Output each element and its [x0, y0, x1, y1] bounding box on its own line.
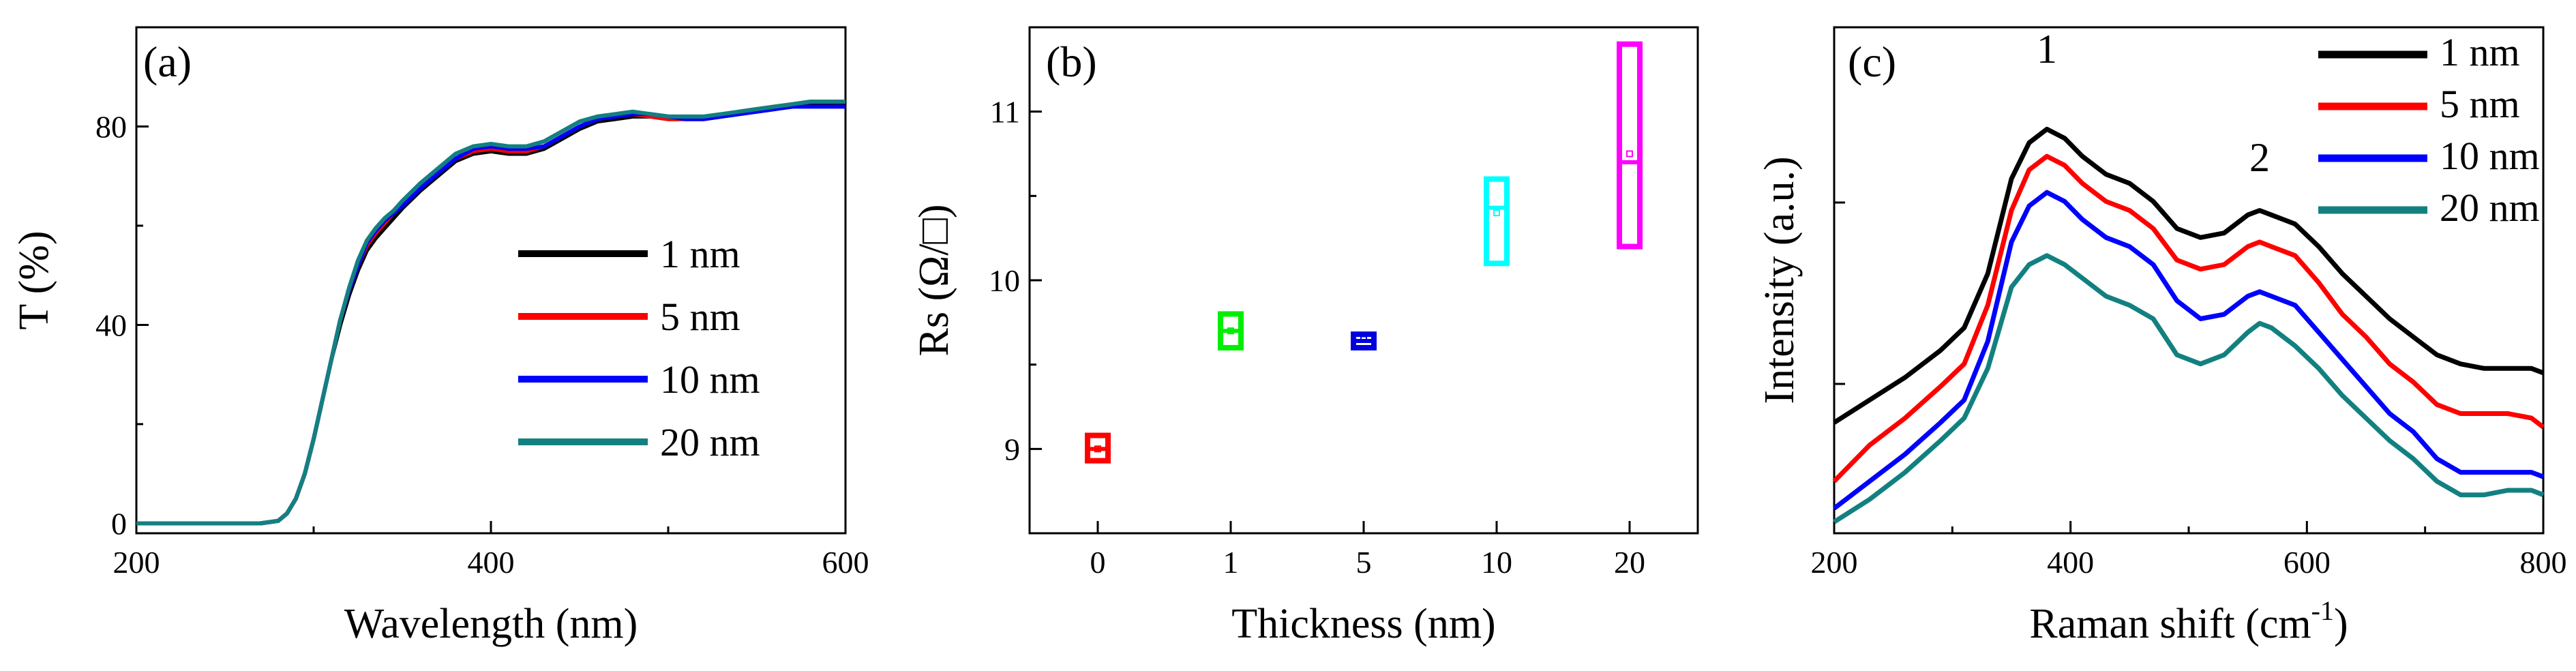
panel-b: 0 1 5 10 20 9 10 11 Thickness (nm) Rs (Ω/□) (b): [911, 26, 1699, 647]
series-line: [1833, 126, 2545, 425]
legend: 1 nm 5 nm 10 nm 20 nm: [518, 232, 760, 464]
box-mean: [1360, 336, 1367, 343]
box-body: [1484, 176, 1510, 267]
x-tick-label: 400: [2047, 545, 2094, 580]
legend-label: 10 nm: [2440, 134, 2540, 178]
x-tick-label: 10: [1481, 545, 1512, 580]
x-tick-label: 20: [1614, 545, 1645, 580]
x-tick-label: 800: [2520, 545, 2567, 580]
box-mean: [1626, 150, 1633, 158]
y-tick-label: 0: [111, 506, 127, 541]
y-tick-label: 80: [95, 109, 127, 144]
y-tick-label: 40: [95, 308, 127, 342]
box-mean: [1493, 209, 1500, 217]
x-tick-label: 1: [1223, 545, 1239, 580]
plot-frame: [1028, 26, 1699, 535]
y-tick-label: 9: [1004, 432, 1020, 466]
y-axis-label: T (%): [11, 230, 57, 329]
box-mean: [1227, 327, 1234, 335]
series-line: [136, 100, 845, 526]
x-tick-label: 200: [113, 545, 160, 580]
x-tick-label: 0: [1090, 545, 1106, 580]
x-tick-label: 200: [1811, 545, 1858, 580]
series-line: [1832, 153, 2545, 483]
box-0: [1085, 432, 1111, 464]
x-axis-label: Wavelength (nm): [344, 601, 638, 647]
box-1: [1218, 311, 1244, 351]
panel-label: (a): [143, 38, 192, 86]
y-axis-label: Intensity (a.u.): [1756, 156, 1803, 404]
x-axis-label: Thickness (nm): [1231, 601, 1495, 647]
x-tick-label: 5: [1356, 545, 1372, 580]
legend-label: 1 nm: [2440, 30, 2520, 74]
legend-label: 10 nm: [660, 357, 760, 402]
panel-label: (c): [1848, 38, 1896, 86]
peak-label: 1: [2037, 27, 2057, 72]
panel-label: (b): [1046, 38, 1097, 86]
x-tick-label: 400: [468, 545, 515, 580]
legend-label: 1 nm: [660, 232, 740, 276]
y-tick-label: 10: [989, 263, 1020, 298]
series-line: [1833, 253, 2545, 524]
legend-label: 5 nm: [2440, 82, 2520, 126]
box-5: [1351, 331, 1377, 351]
box-mean: [1094, 445, 1101, 453]
legend-label: 20 nm: [660, 420, 760, 464]
box-20: [1617, 41, 1643, 250]
x-tick-label: 600: [822, 545, 869, 580]
box-body: [1617, 41, 1643, 250]
y-axis-label: Rs (Ω/□): [911, 204, 957, 356]
y-tick-label: 11: [990, 95, 1020, 130]
panel-c: 200 400 600 800 Raman shift (cm-1) Intensity …: [1756, 26, 2567, 647]
series-line: [1832, 190, 2545, 511]
peak-label: 2: [2249, 135, 2270, 180]
legend-label: 20 nm: [2440, 185, 2540, 230]
legend-label: 5 nm: [660, 295, 740, 339]
x-axis-label: Raman shift (cm-1): [2029, 595, 2348, 647]
x-tick-label: 600: [2283, 545, 2331, 580]
panel-a: 200 400 600 0 40 80 Wavelength (nm) T (%) (a) 1 n…: [11, 26, 869, 647]
legend: 1 nm 5 nm 10 nm 20 nm: [2318, 30, 2540, 230]
box-10: [1484, 176, 1510, 267]
